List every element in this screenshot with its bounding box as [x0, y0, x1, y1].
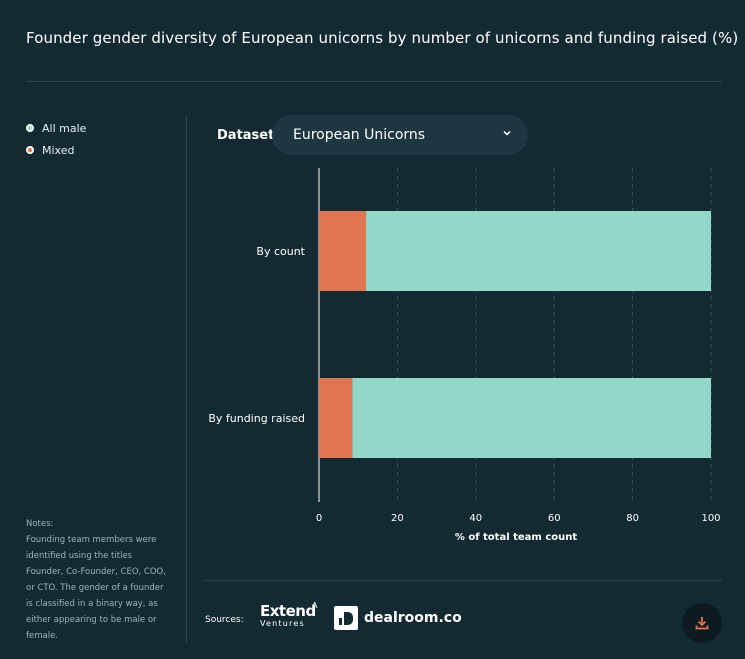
dataset-select[interactable]: European Unicorns	[272, 115, 528, 155]
bar-all-male-0[interactable]	[366, 211, 711, 291]
title-divider	[26, 81, 722, 82]
bars	[319, 211, 711, 458]
legend-label-mixed: Mixed	[42, 143, 75, 157]
dealroom-logo-icon	[334, 606, 358, 630]
dataset-label: Dataset	[217, 128, 275, 143]
extend-logo-main: Extend	[260, 602, 316, 620]
footer-divider	[205, 580, 722, 581]
legend-item-all-male[interactable]: All male	[26, 117, 86, 139]
legend-swatch-mixed	[26, 146, 34, 154]
legend: All male Mixed	[26, 117, 86, 161]
sources-label: Sources:	[205, 615, 244, 625]
category-label: By funding raised	[208, 412, 305, 425]
x-tick-label: 20	[391, 513, 404, 524]
x-tick-labels: 0 20 40 60 80 100	[316, 513, 721, 524]
download-button[interactable]	[682, 603, 722, 643]
x-axis-label: % of total team count	[455, 532, 578, 543]
x-tick-label: 60	[548, 513, 561, 524]
legend-label-all-male: All male	[42, 121, 87, 135]
notes: Notes: Founding team members were identi…	[26, 516, 166, 644]
legend-item-mixed[interactable]: Mixed	[26, 139, 86, 161]
chevron-down-icon	[502, 128, 512, 141]
legend-swatch-all-male	[26, 124, 34, 132]
download-icon	[695, 617, 709, 630]
x-tick-label: 100	[701, 513, 720, 524]
bar-all-male-1[interactable]	[352, 378, 711, 458]
notes-text: Founding team members were identified us…	[26, 535, 166, 641]
chart-title: Founder gender diversity of European uni…	[26, 29, 739, 47]
category-label: By count	[256, 245, 305, 258]
notes-heading: Notes:	[26, 519, 54, 529]
extend-logo-mark: A	[312, 601, 318, 610]
x-tick-label: 40	[469, 513, 482, 524]
bar-mixed-0[interactable]	[319, 211, 367, 291]
bar-mixed-1[interactable]	[319, 378, 353, 458]
x-tick-label: 0	[316, 513, 322, 524]
panel-divider	[186, 116, 187, 642]
dealroom-logo-text: dealroom.co	[364, 610, 462, 626]
extend-logo-sub: Ventures	[260, 619, 305, 628]
extend-ventures-logo: Extend Ventures A	[260, 601, 330, 636]
dealroom-logo: dealroom.co	[334, 606, 462, 630]
category-labels: By count By funding raised	[208, 245, 305, 425]
bar-chart: By count By funding raised 0 20 40 60 80 100 %…	[208, 168, 721, 543]
dataset-select-value: European Unicorns	[293, 127, 426, 143]
x-tick-label: 80	[626, 513, 639, 524]
